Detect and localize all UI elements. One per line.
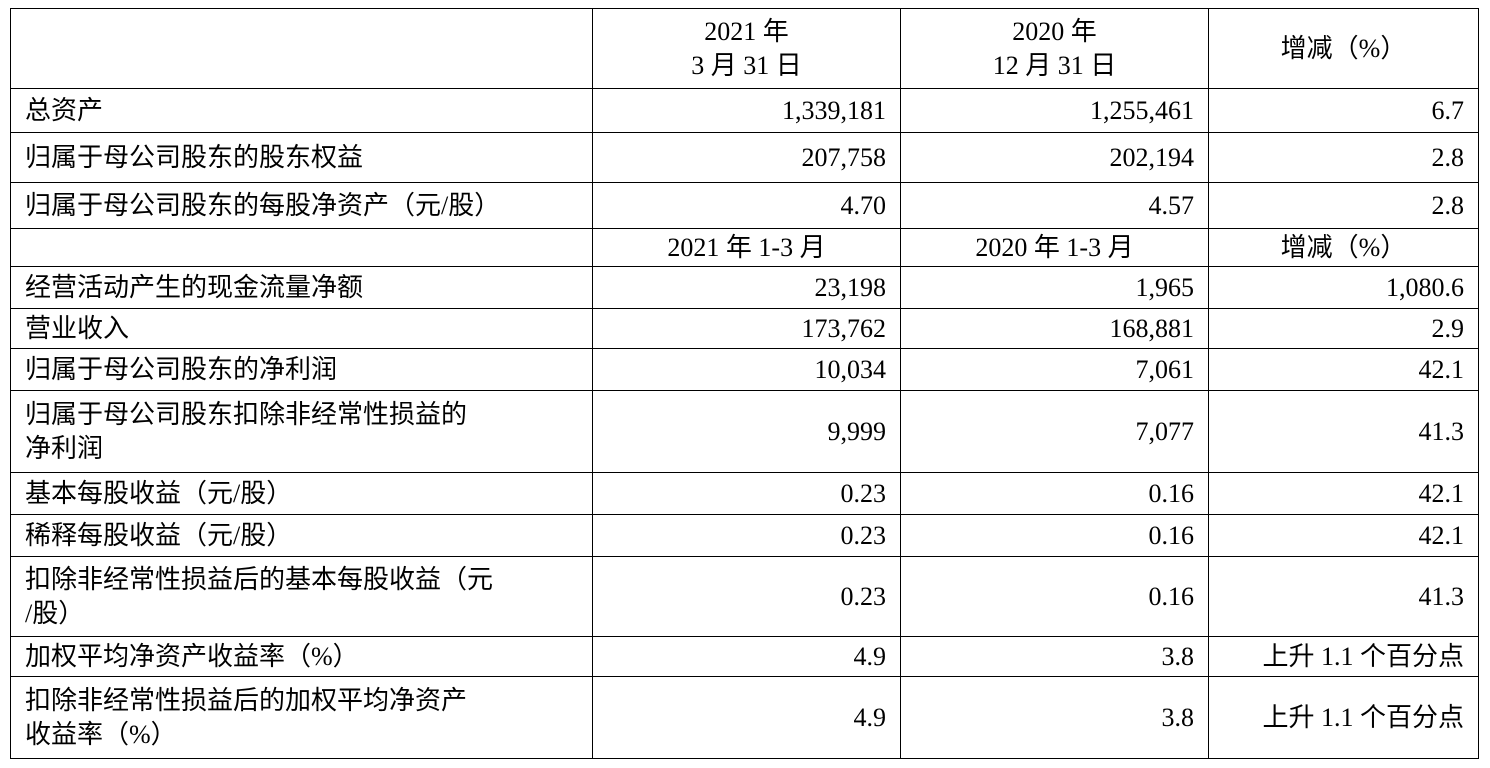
cell: 1,965 (900, 266, 1209, 309)
row-label: 归属于母公司股东扣除非经常性损益的 净利润 (10, 390, 593, 473)
cell: 23,198 (592, 266, 901, 309)
cell: 42.1 (1208, 348, 1479, 391)
cell: 上升 1.1 个百分点 (1208, 636, 1479, 677)
cell: 0.16 (900, 514, 1209, 557)
row-label: 营业收入 (10, 308, 593, 349)
cell: 4.70 (592, 182, 901, 229)
row-label (10, 8, 593, 89)
cell: 168,881 (900, 308, 1209, 349)
cell: 增减（%） (1208, 228, 1479, 267)
cell: 10,034 (592, 348, 901, 391)
cell: 4.57 (900, 182, 1209, 229)
cell: 3.8 (900, 636, 1209, 677)
cell: 2020 年 12 月 31 日 (900, 8, 1209, 89)
cell: 207,758 (592, 132, 901, 183)
row-label (10, 228, 593, 267)
cell: 1,255,461 (900, 88, 1209, 133)
cell: 0.23 (592, 472, 901, 515)
cell: 173,762 (592, 308, 901, 349)
cell: 2.9 (1208, 308, 1479, 349)
row-label: 基本每股收益（元/股） (10, 472, 593, 515)
row-label: 加权平均净资产收益率（%） (10, 636, 593, 677)
cell: 0.23 (592, 514, 901, 557)
cell: 上升 1.1 个百分点 (1208, 676, 1479, 759)
header-row: 2021 年 3 月 31 日 2020 年 12 月 31 日增减（%） (10, 8, 1479, 89)
data-row: 归属于母公司股东扣除非经常性损益的 净利润 9,999 7,077 41.3 (10, 390, 1479, 473)
cell: 202,194 (900, 132, 1209, 183)
cell: 2.8 (1208, 132, 1479, 183)
cell: 9,999 (592, 390, 901, 473)
data-row: 归属于母公司股东的净利润 10,034 7,061 42.1 (10, 348, 1479, 391)
data-row: 营业收入 173,762 168,881 2.9 (10, 308, 1479, 349)
cell: 41.3 (1208, 556, 1479, 637)
cell: 42.1 (1208, 472, 1479, 515)
data-row: 基本每股收益（元/股） 0.23 0.16 42.1 (10, 472, 1479, 515)
row-label: 总资产 (10, 88, 593, 133)
cell: 2021 年 1-3 月 (592, 228, 901, 267)
cell: 4.9 (592, 636, 901, 677)
data-row: 归属于母公司股东的每股净资产（元/股） 4.70 4.57 2.8 (10, 182, 1479, 229)
financial-table: 2021 年 3 月 31 日 2020 年 12 月 31 日增减（%） 总资产 1… (10, 8, 1479, 759)
data-row: 稀释每股收益（元/股） 0.23 0.16 42.1 (10, 514, 1479, 557)
row-label: 归属于母公司股东的每股净资产（元/股） (10, 182, 593, 229)
cell: 7,077 (900, 390, 1209, 473)
cell: 0.16 (900, 472, 1209, 515)
cell: 41.3 (1208, 390, 1479, 473)
cell: 1,339,181 (592, 88, 901, 133)
row-label: 归属于母公司股东的净利润 (10, 348, 593, 391)
cell: 6.7 (1208, 88, 1479, 133)
cell: 0.16 (900, 556, 1209, 637)
row-label: 扣除非经常性损益后的基本每股收益（元 /股） (10, 556, 593, 637)
cell: 1,080.6 (1208, 266, 1479, 309)
cell: 0.23 (592, 556, 901, 637)
row-label: 稀释每股收益（元/股） (10, 514, 593, 557)
data-row: 归属于母公司股东的股东权益 207,758 202,194 2.8 (10, 132, 1479, 183)
data-row: 扣除非经常性损益后的加权平均净资产 收益率（%） 4.9 3.8 上升 1.1 个百分… (10, 676, 1479, 759)
cell: 7,061 (900, 348, 1209, 391)
cell: 42.1 (1208, 514, 1479, 557)
data-row: 扣除非经常性损益后的基本每股收益（元 /股） 0.23 0.16 41.3 (10, 556, 1479, 637)
cell: 增减（%） (1208, 8, 1479, 89)
header-row: 2021 年 1-3 月 2020 年 1-3 月增减（%） (10, 228, 1479, 267)
cell: 2.8 (1208, 182, 1479, 229)
data-row: 加权平均净资产收益率（%） 4.9 3.8 上升 1.1 个百分点 (10, 636, 1479, 677)
cell: 4.9 (592, 676, 901, 759)
cell: 2020 年 1-3 月 (900, 228, 1209, 267)
data-row: 总资产 1,339,181 1,255,461 6.7 (10, 88, 1479, 133)
row-label: 扣除非经常性损益后的加权平均净资产 收益率（%） (10, 676, 593, 759)
cell: 2021 年 3 月 31 日 (592, 8, 901, 89)
row-label: 经营活动产生的现金流量净额 (10, 266, 593, 309)
row-label: 归属于母公司股东的股东权益 (10, 132, 593, 183)
cell: 3.8 (900, 676, 1209, 759)
data-row: 经营活动产生的现金流量净额 23,198 1,965 1,080.6 (10, 266, 1479, 309)
